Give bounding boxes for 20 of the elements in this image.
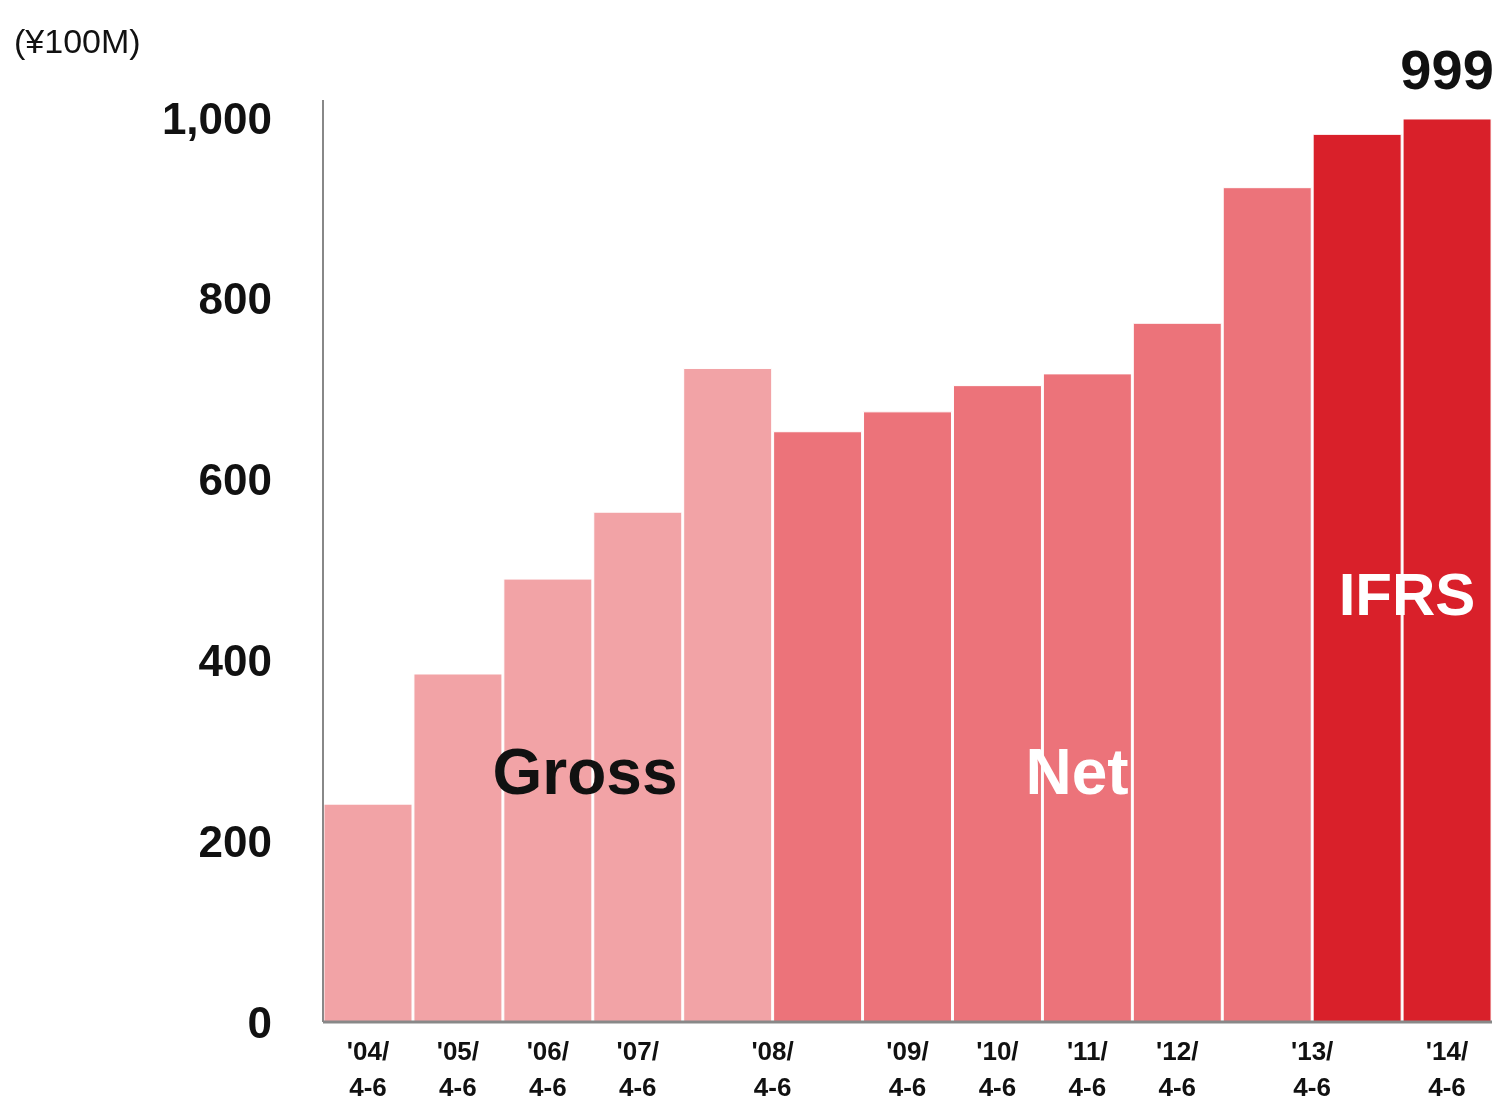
y-axis-title: (¥100M) bbox=[14, 22, 141, 61]
x-tick-label: '14/4-6 bbox=[1425, 1036, 1469, 1102]
y-tick-label: 1,000 bbox=[161, 93, 272, 143]
x-tick-label: '07/4-6 bbox=[616, 1036, 659, 1102]
x-tick-label: '04/4-6 bbox=[346, 1036, 390, 1102]
x-tick-label: '09/4-6 bbox=[886, 1036, 929, 1102]
x-tick-label: '13/4-6 bbox=[1290, 1036, 1334, 1102]
x-tick-label: '11/4-6 bbox=[1066, 1036, 1108, 1102]
y-tick-label: 600 bbox=[198, 455, 272, 505]
annotation: Gross bbox=[492, 736, 678, 808]
x-tick-label: '08/4-6 bbox=[751, 1036, 794, 1102]
x-tick-label: '05/4-6 bbox=[436, 1036, 480, 1102]
x-tick-label: '10/4-6 bbox=[976, 1036, 1019, 1102]
x-tick-label: '12/4-6 bbox=[1156, 1036, 1199, 1102]
y-tick-label: 200 bbox=[198, 816, 272, 866]
data-label: 999 bbox=[1400, 37, 1494, 101]
x-tick-label: '06/4-6 bbox=[526, 1036, 569, 1102]
y-tick-label: 400 bbox=[198, 636, 272, 686]
y-tick-label: 800 bbox=[198, 274, 272, 324]
y-tick-label: 0 bbox=[247, 997, 272, 1047]
